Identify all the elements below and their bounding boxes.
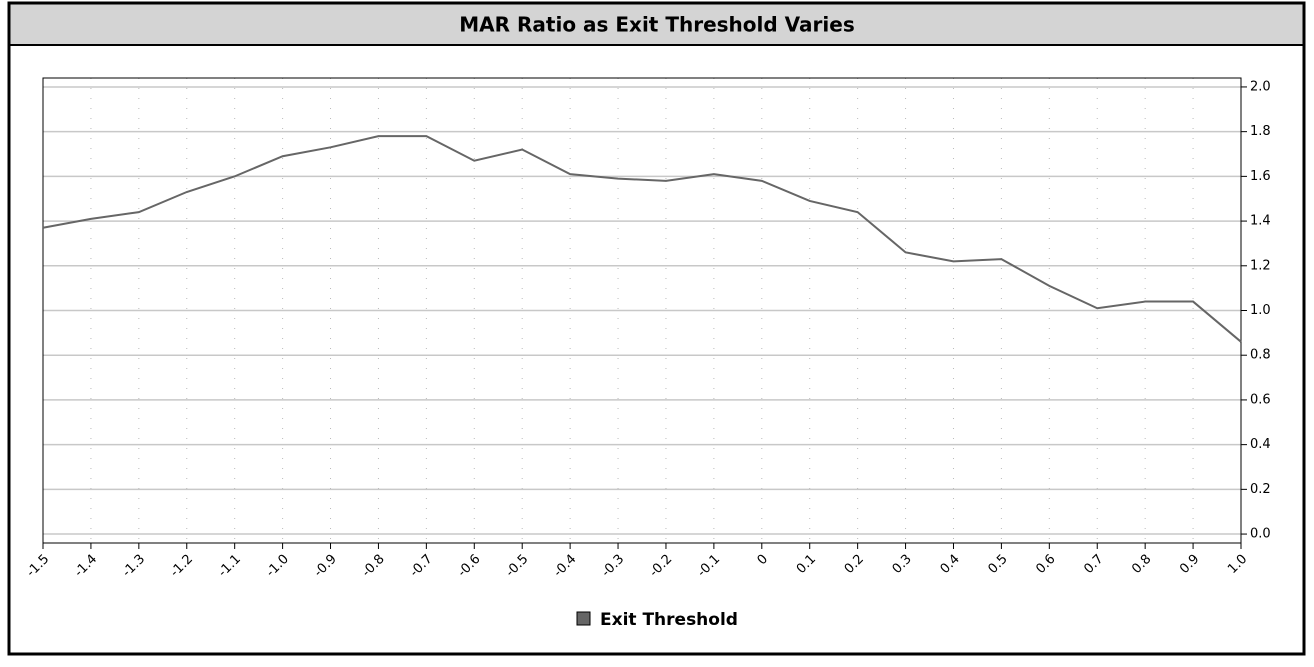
data-line	[42, 135, 1242, 343]
frame	[7, 1, 1306, 656]
title-bar	[10, 4, 1303, 45]
legend-swatch	[576, 611, 591, 626]
y-tick-label: 2.0	[1250, 79, 1271, 94]
y-tick-label: 0.8	[1250, 348, 1271, 363]
y-tick-label: 1.6	[1250, 169, 1271, 184]
y-tick-label: 1.2	[1250, 258, 1271, 273]
y-tick-label: 0.6	[1250, 392, 1271, 407]
y-tick-label: 0.0	[1250, 527, 1271, 542]
plot-border	[42, 77, 1242, 544]
legend-label: Exit Threshold	[600, 610, 738, 630]
y-tick-label: 0.2	[1250, 482, 1271, 497]
y-tick-label: 1.8	[1250, 124, 1271, 139]
y-tick-label: 1.0	[1250, 303, 1271, 318]
chart-title: MAR Ratio as Exit Threshold Varies	[459, 13, 854, 37]
y-tick-label: 1.4	[1250, 214, 1271, 229]
y-tick-label: 0.4	[1250, 437, 1271, 452]
